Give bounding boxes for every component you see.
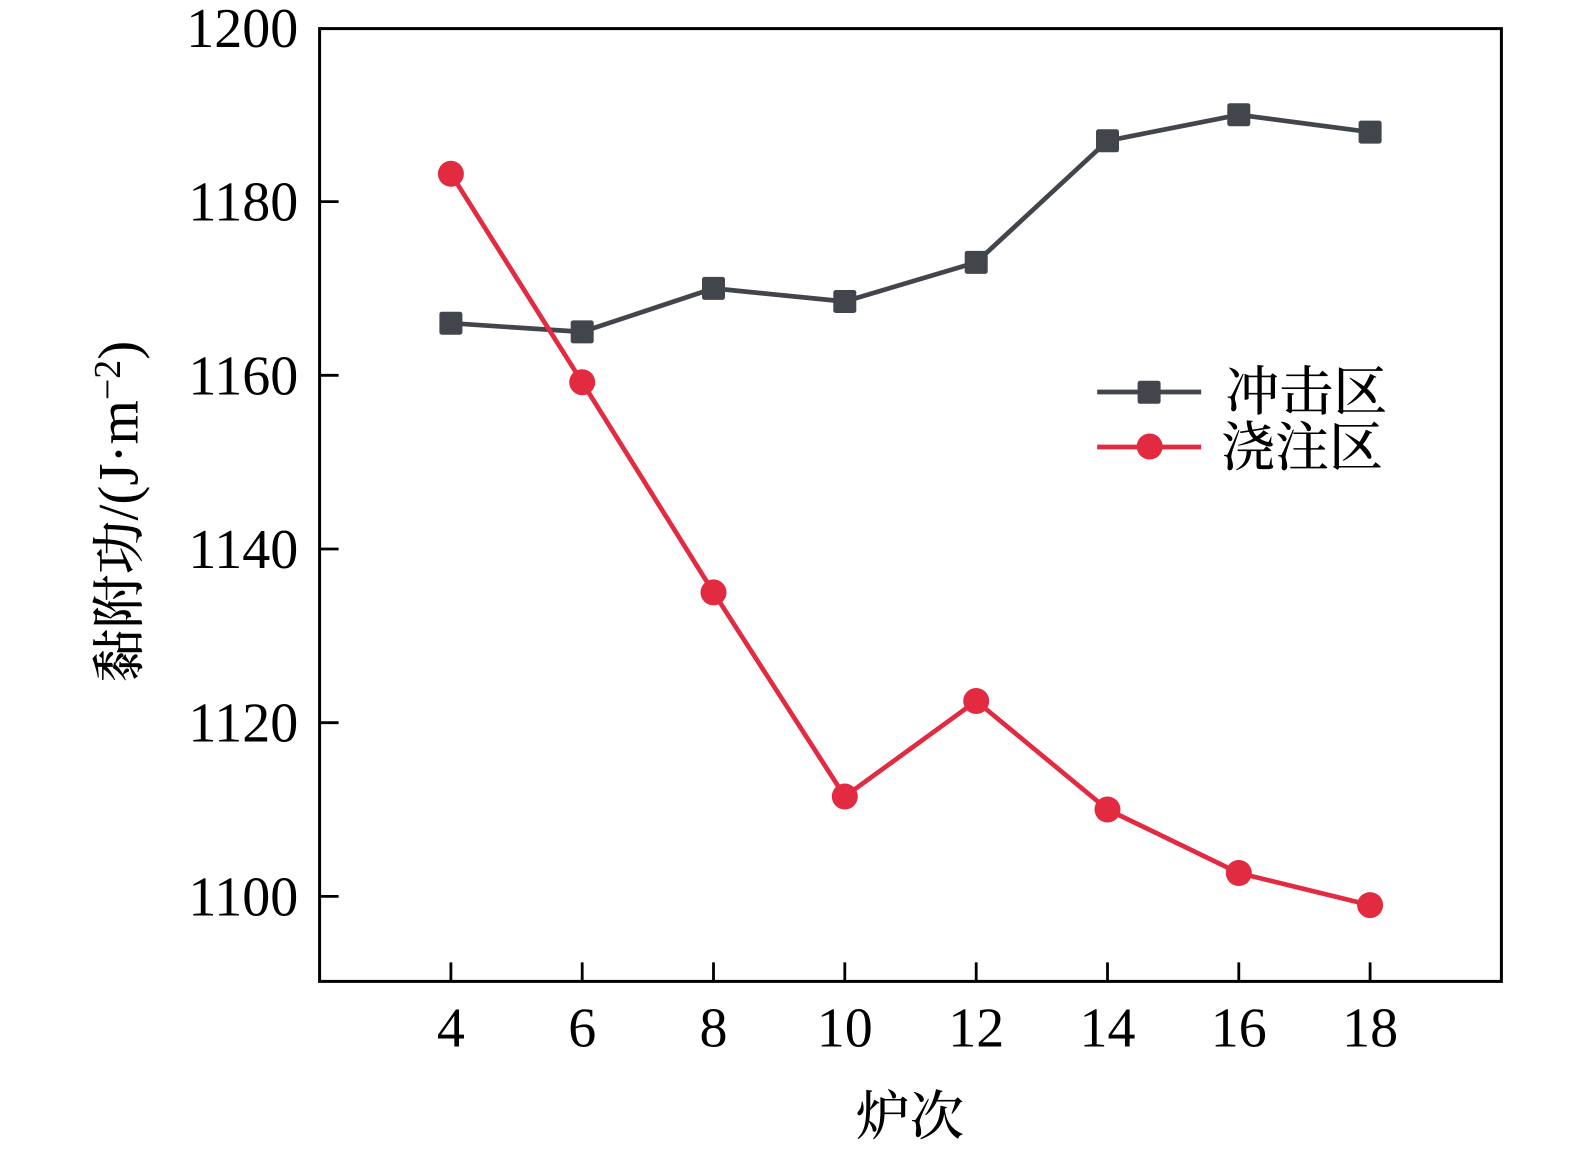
svg-text:1140: 1140	[188, 519, 298, 581]
svg-text:6: 6	[568, 998, 596, 1060]
svg-text:1100: 1100	[188, 866, 298, 928]
svg-text:10: 10	[817, 998, 873, 1060]
svg-text:4: 4	[437, 998, 465, 1060]
svg-text:1180: 1180	[188, 172, 298, 234]
svg-text:1200: 1200	[186, 0, 298, 60]
svg-text:1160: 1160	[188, 345, 298, 407]
svg-text:16: 16	[1211, 998, 1267, 1060]
svg-text:14: 14	[1080, 998, 1136, 1060]
svg-text:12: 12	[948, 998, 1004, 1060]
svg-text:8: 8	[700, 998, 728, 1060]
svg-text:18: 18	[1342, 998, 1398, 1060]
svg-text:1120: 1120	[188, 693, 298, 755]
